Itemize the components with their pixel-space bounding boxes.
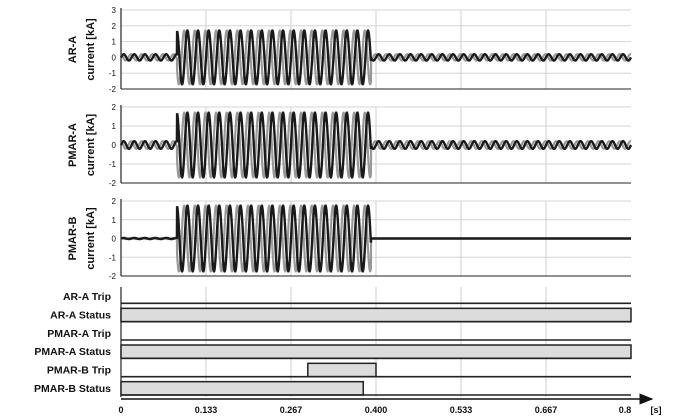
digital-row: PMAR-A Status: [34, 344, 632, 360]
y-tick-label: 0: [112, 141, 117, 150]
digital-signal-label: PMAR-A Trip: [47, 328, 111, 340]
y-tick-label: 0: [112, 235, 117, 244]
signal-high-pulse: [120, 344, 632, 360]
y-tick-label: -2: [109, 85, 117, 94]
y-tick-label: -2: [109, 272, 117, 281]
x-axis: 0 0.133 0.267 0.400 0.533 0.667 0.8 [s]: [118, 393, 662, 415]
y-tick-label: 1: [112, 38, 117, 47]
current-waveform: [119, 29, 633, 86]
x-tick-label: 0.400: [365, 405, 388, 415]
digital-row: PMAR-A Trip: [47, 328, 631, 341]
current-waveform: [120, 204, 631, 273]
y-tick-label: -1: [109, 160, 117, 169]
panel-pmar-a: 2 1 0 -1 -2 PMAR-A current [kA]: [67, 103, 633, 188]
digital-signal-label: AR-A Trip: [63, 291, 111, 303]
y-axis-label-name: PMAR-A: [67, 123, 79, 167]
current-panels: 3 2 1 0 -1 -2 AR-A current [kA] 2 1 0 -1 -2 PMAR-A cur…: [67, 6, 633, 281]
digital-row: PMAR-B Trip: [47, 362, 631, 378]
signal-high-pulse: [120, 307, 632, 323]
current-waveform: [120, 29, 632, 86]
y-tick-label: 2: [112, 103, 117, 112]
y-tick-label: 3: [112, 6, 117, 15]
digital-signal-label: PMAR-A Status: [34, 346, 111, 358]
y-axis-label-name: AR-A: [67, 36, 79, 64]
y-tick-label: 2: [112, 22, 117, 31]
x-tick-label: 0.667: [535, 405, 558, 415]
y-axis-label-unit: current [kA]: [85, 18, 97, 81]
y-axis-label-unit: current [kA]: [85, 113, 97, 176]
digital-row: AR-A Trip: [63, 291, 631, 305]
digital-row: AR-A Status: [50, 307, 632, 323]
digital-signal-label: AR-A Status: [50, 310, 111, 322]
y-tick-label: 1: [112, 122, 117, 131]
digital-row: PMAR-B Status: [34, 380, 631, 396]
x-tick-label: 0: [118, 405, 123, 415]
y-axis-label-name: PMAR-B: [67, 216, 79, 260]
current-waveform: [119, 111, 633, 179]
digital-signal-label: PMAR-B Trip: [47, 365, 111, 377]
x-tick-label: 0.267: [280, 405, 303, 415]
y-tick-label: -1: [109, 69, 117, 78]
y-tick-label: -2: [109, 179, 117, 188]
panel-ar-a: 3 2 1 0 -1 -2 AR-A current [kA]: [67, 6, 633, 94]
y-tick-label: -1: [109, 253, 117, 262]
y-tick-label: 2: [112, 197, 117, 206]
x-tick-label: 0.133: [195, 405, 218, 415]
signal-high-pulse: [307, 362, 377, 378]
x-axis-unit: [s]: [651, 405, 662, 415]
y-tick-label: 1: [112, 216, 117, 225]
x-tick-label: 0.8: [619, 405, 632, 415]
y-tick-label: 0: [112, 53, 117, 62]
digital-signals: AR-A Trip AR-A Status PMAR-A Trip PMAR-A St…: [34, 287, 632, 397]
x-tick-label: 0.533: [450, 405, 473, 415]
current-waveform: [120, 111, 632, 179]
signal-high-pulse: [120, 380, 364, 396]
panel-pmar-b: 2 1 0 -1 -2 PMAR-B current [kA]: [67, 197, 631, 281]
y-axis-label-unit: current [kA]: [85, 207, 97, 270]
digital-signal-label: PMAR-B Status: [34, 383, 111, 395]
